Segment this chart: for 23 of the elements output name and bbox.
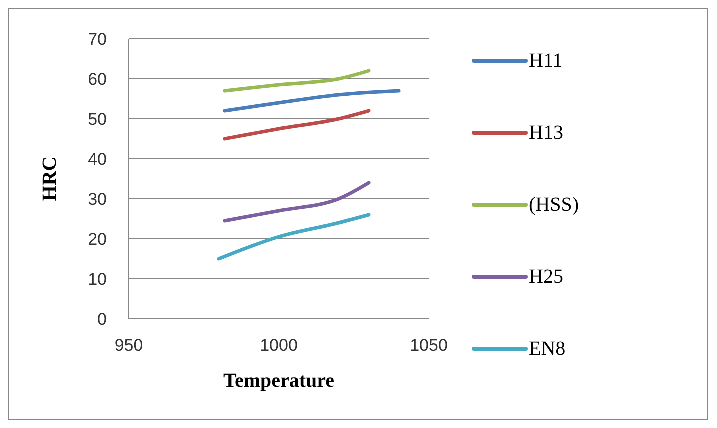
y-axis-title: HRC bbox=[39, 156, 62, 202]
line-series bbox=[223, 89, 401, 113]
y-tick-label: 50 bbox=[88, 110, 107, 130]
y-tick-label: 30 bbox=[88, 190, 107, 210]
line-series bbox=[223, 181, 371, 223]
legend-label: H13 bbox=[529, 121, 564, 146]
legend-label: (HSS) bbox=[529, 193, 580, 218]
line-series bbox=[223, 69, 371, 93]
y-tick-label: 60 bbox=[88, 70, 107, 90]
x-tick-label: 1050 bbox=[410, 336, 448, 356]
y-tick-label: 70 bbox=[88, 30, 107, 50]
legend-label: H11 bbox=[529, 49, 563, 74]
y-tick-label: 20 bbox=[88, 230, 107, 250]
y-tick-label: 0 bbox=[98, 310, 107, 330]
legend-label: EN8 bbox=[529, 337, 566, 362]
y-tick-label: 40 bbox=[88, 150, 107, 170]
line-series bbox=[223, 109, 371, 141]
line-series bbox=[217, 213, 371, 261]
x-axis-title: Temperature bbox=[223, 370, 335, 392]
y-tick-label: 10 bbox=[88, 270, 107, 290]
legend-label: H25 bbox=[529, 265, 564, 290]
x-tick-label: 1000 bbox=[260, 336, 298, 356]
x-tick-label: 950 bbox=[114, 336, 144, 356]
